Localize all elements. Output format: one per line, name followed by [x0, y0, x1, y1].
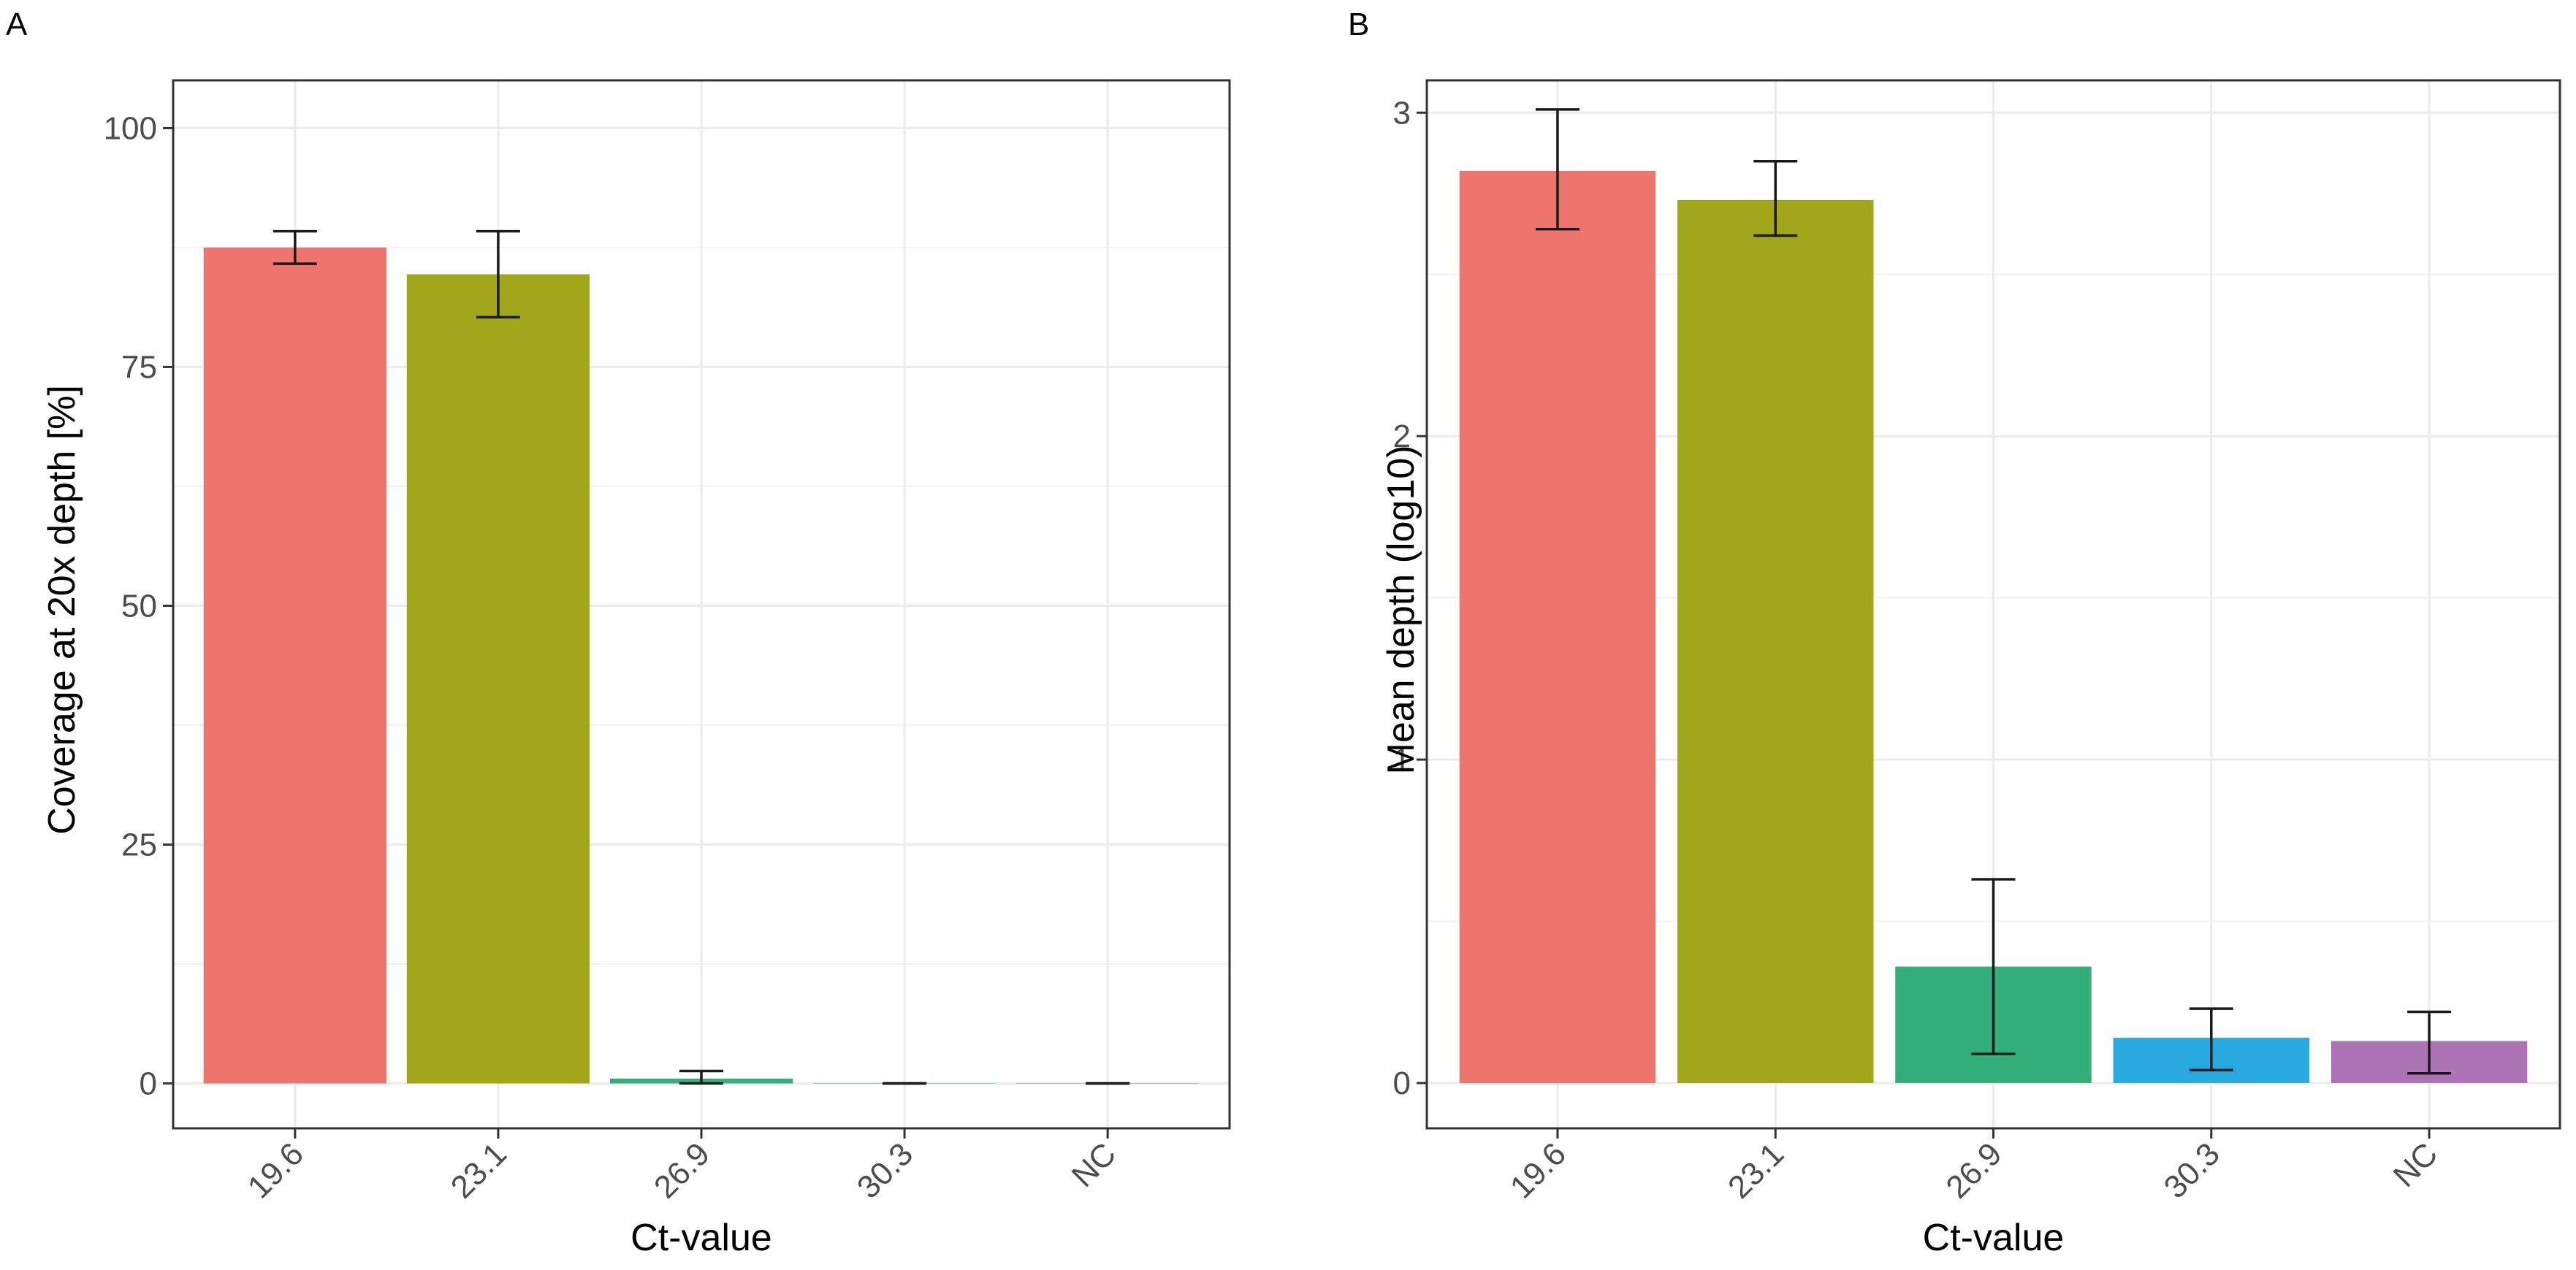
x-tick-label: 26.9 — [1939, 1136, 2008, 1205]
bar-19.6 — [1459, 171, 1656, 1083]
y-tick-label: 0 — [1393, 1066, 1411, 1101]
y-axis-title: Mean depth (log10) — [1380, 445, 1422, 775]
x-tick-label: NC — [2387, 1136, 2445, 1194]
y-tick-label: 25 — [121, 827, 157, 862]
x-tick-label: NC — [1065, 1136, 1124, 1194]
y-tick-label: 3 — [1393, 95, 1411, 131]
panel-a: A 0 25 50 75 100 19.6 23.1 26.9 30.3 NC Ct-value Cov… — [6, 7, 1231, 1259]
error-bar-NC — [2407, 1010, 2452, 1075]
x-axis-title: Ct-value — [630, 1217, 772, 1259]
x-tick-label: 30.3 — [2157, 1136, 2227, 1205]
panel-b: B 0 1 2 3 19.6 23.1 26.9 30.3 NC Ct-value Mean dept… — [1348, 7, 2561, 1259]
y-axis-title: Coverage at 20x depth [%] — [41, 385, 83, 835]
x-tick-label: 23.1 — [444, 1136, 514, 1205]
error-bar-19.6 — [1535, 108, 1579, 231]
x-tick-label: 19.6 — [241, 1136, 310, 1205]
error-bar-23.1 — [1753, 159, 1798, 237]
error-bar-30.3 — [2189, 1007, 2233, 1072]
error-bar-26.9 — [679, 1069, 723, 1085]
x-tick-label: 23.1 — [1721, 1136, 1791, 1205]
bar-23.1 — [406, 274, 590, 1084]
x-tick-label: 26.9 — [647, 1136, 717, 1205]
y-tick-label: 100 — [104, 110, 157, 146]
y-tick-label: 2 — [1393, 418, 1411, 454]
y-tick-label: 75 — [121, 349, 157, 385]
x-tick-label: 19.6 — [1504, 1136, 1573, 1205]
panel-label: A — [6, 7, 28, 42]
bar-23.1 — [1677, 199, 1874, 1083]
error-bar-19.6 — [273, 229, 317, 265]
error-bar-26.9 — [1971, 878, 2016, 1055]
y-tick-label: 0 — [140, 1066, 157, 1102]
y-tick-label: 50 — [121, 588, 157, 624]
x-tick-label: 30.3 — [850, 1136, 920, 1205]
error-bar-23.1 — [476, 229, 520, 319]
x-axis-title: Ct-value — [1923, 1217, 2065, 1259]
panel-label: B — [1348, 7, 1369, 42]
y-tick-label: 1 — [1393, 742, 1411, 778]
bar-19.6 — [203, 247, 386, 1084]
